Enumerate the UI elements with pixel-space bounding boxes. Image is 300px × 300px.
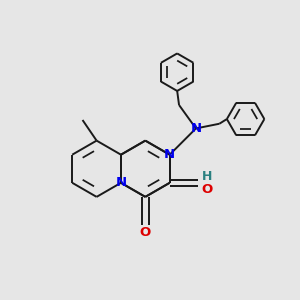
Text: O: O [202, 183, 213, 196]
Text: N: N [116, 176, 127, 189]
Text: H: H [202, 170, 212, 183]
Text: N: N [190, 122, 202, 135]
Text: O: O [140, 226, 151, 239]
Text: N: N [164, 148, 175, 161]
